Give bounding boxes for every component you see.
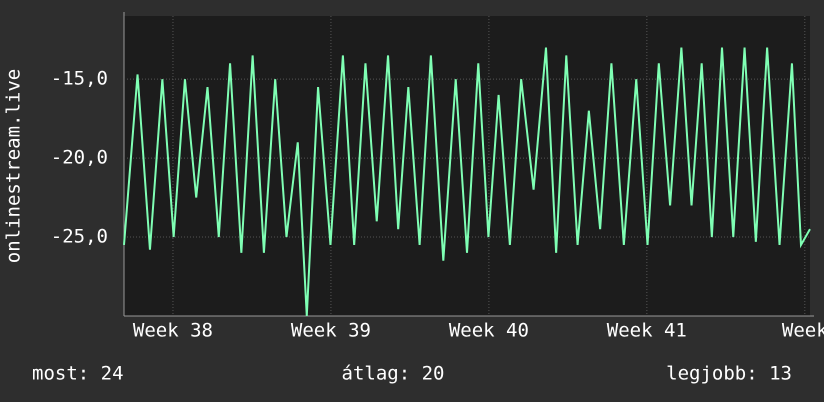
data-line (123, 47, 811, 317)
footer-text: most: 24 (32, 363, 124, 385)
footer-text: legjobb: 13 (666, 363, 792, 385)
x-tick-label: Week 40 (449, 320, 529, 342)
y-tick-label: -15,0 (51, 68, 108, 90)
x-tick-label: Week 41 (607, 320, 687, 342)
x-tick-label: Week 39 (291, 320, 371, 342)
x-tick-label: Week (782, 320, 824, 342)
footer-text: átlag: 20 (342, 363, 445, 385)
y-tick-label: -20,0 (51, 147, 108, 169)
y-axis-label: onlinestream.live (3, 69, 25, 263)
x-tick-label: Week 38 (133, 320, 213, 342)
y-tick-label: -25,0 (51, 226, 108, 248)
plot-area (124, 16, 810, 316)
